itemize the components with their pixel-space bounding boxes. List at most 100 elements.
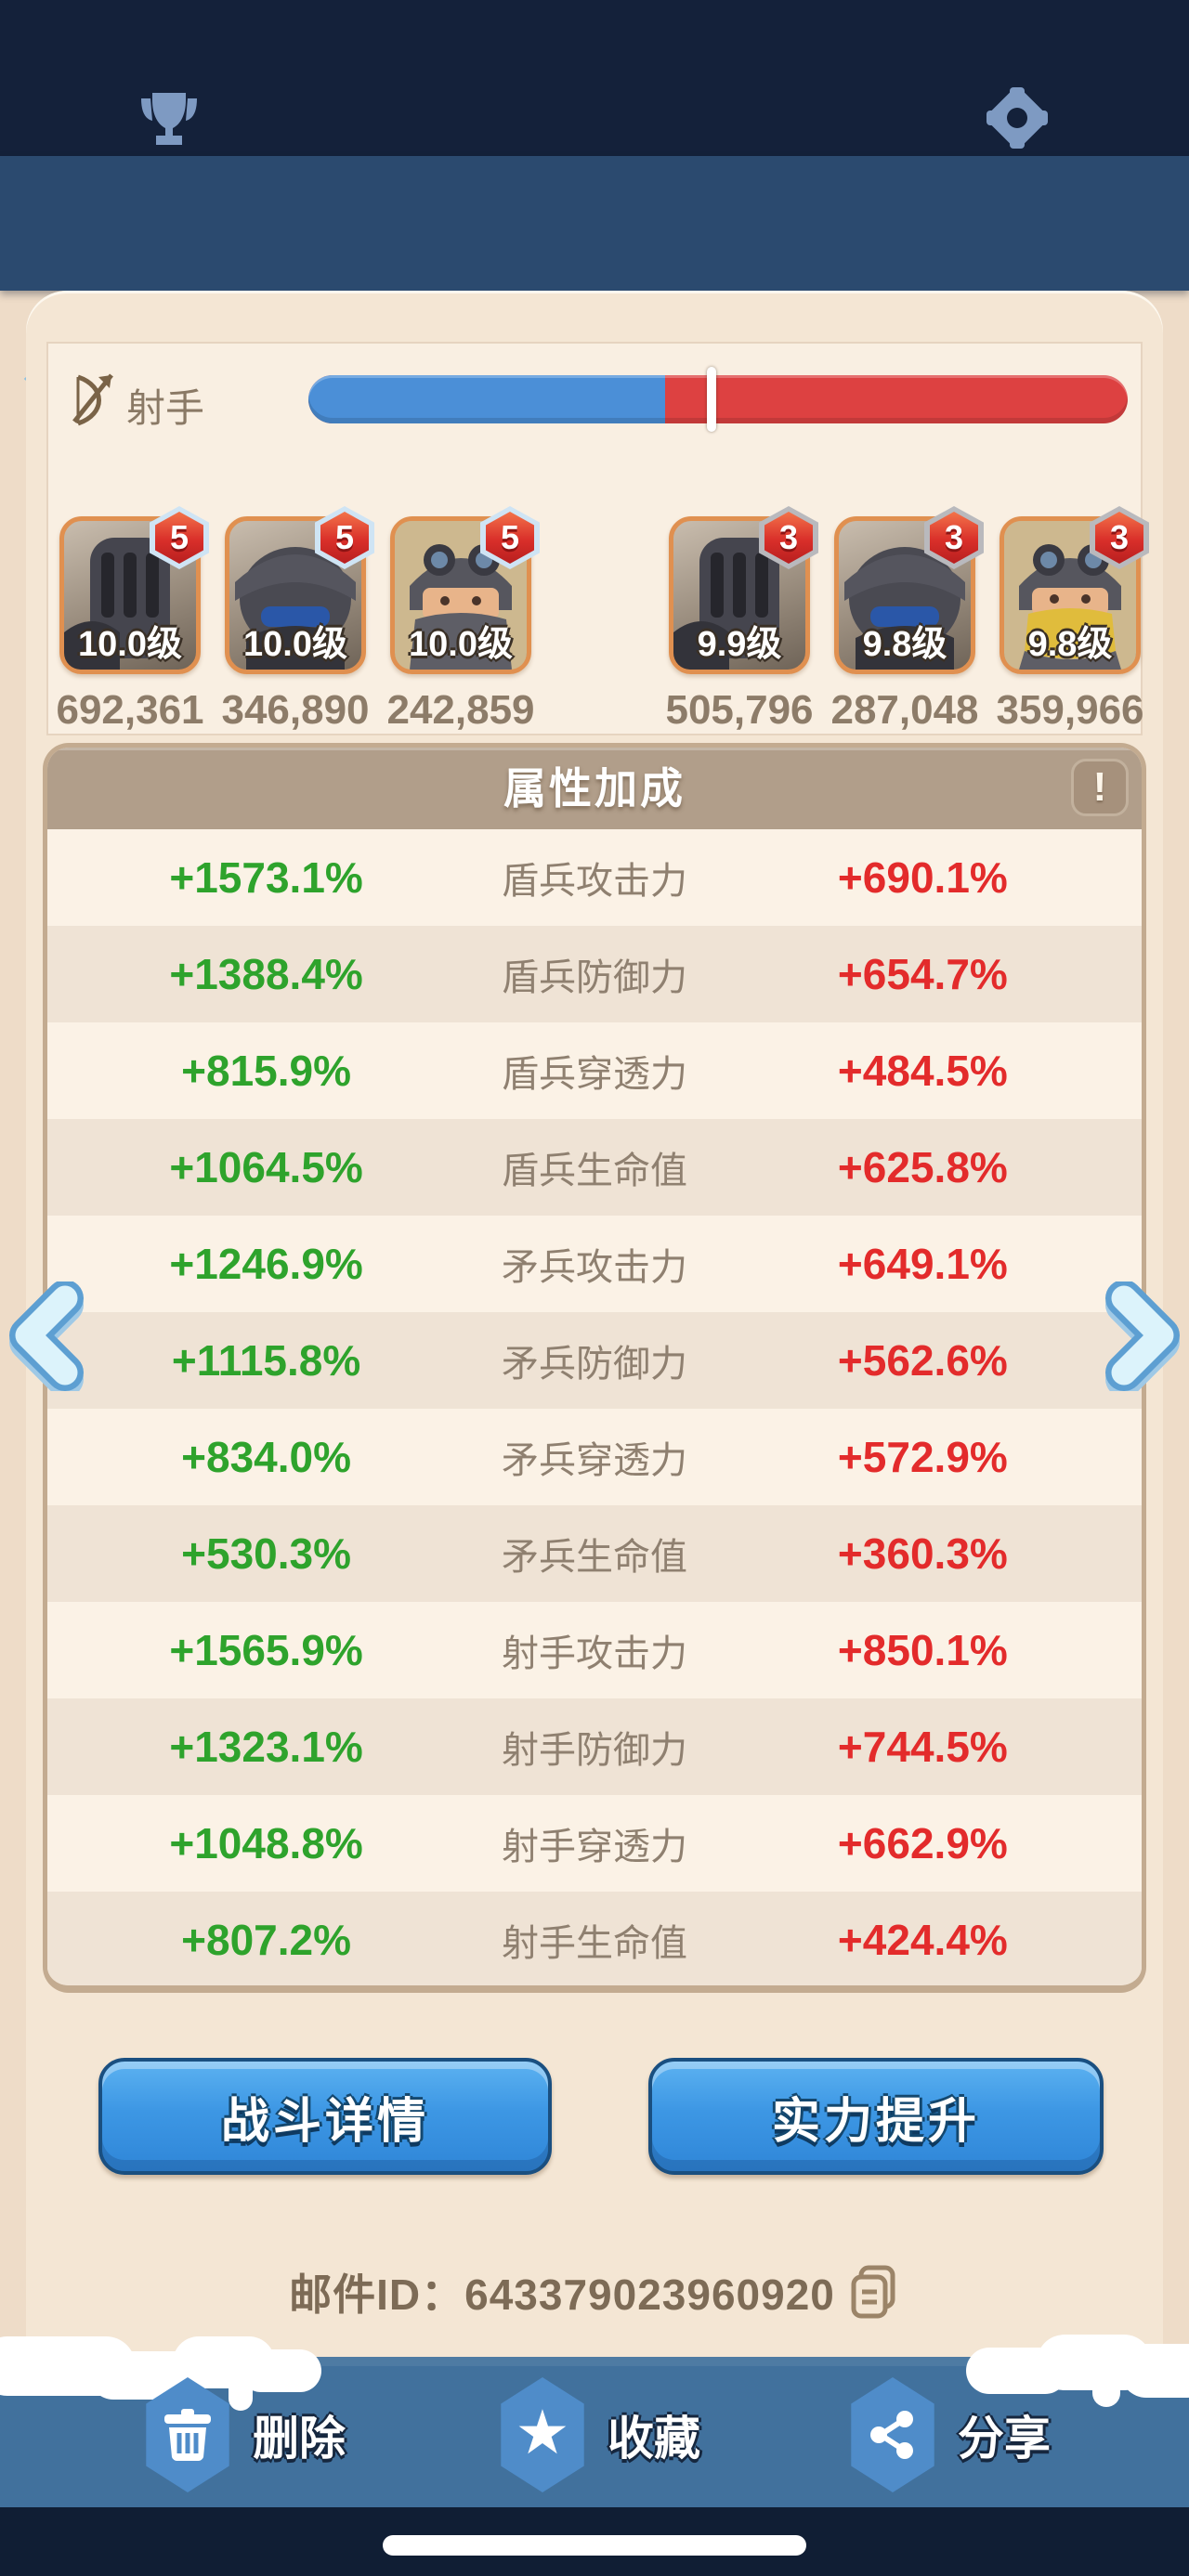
attribute-label: 射手生命值 [501,1923,687,1964]
gear-icon[interactable] [985,85,1050,150]
attribute-label: 矛兵生命值 [501,1537,687,1578]
battle-summary-card: 射手 5 10.0级 5 10.0级 [46,342,1149,735]
unit-card[interactable]: 3 9.8级 [834,506,984,674]
right-bonus-value: +562.6% [837,1336,1008,1385]
right-bonus-value: +572.9% [837,1433,1008,1481]
battle-detail-button[interactable]: 战斗详情 [98,2058,552,2175]
unit-card[interactable]: 5 10.0级 [59,506,209,674]
left-bonus-value: +1573.1% [169,853,363,902]
table-row: +530.3% 矛兵生命值 +360.3% [47,1505,1142,1602]
unit-type-label: 射手 [126,386,205,430]
left-bonus-value: +815.9% [181,1047,352,1095]
attribute-label: 射手穿透力 [501,1827,687,1867]
copy-icon[interactable] [848,2264,900,2320]
power-up-button[interactable]: 实力提升 [648,2058,1104,2175]
left-bonus-value: +1048.8% [169,1819,363,1867]
info-button[interactable]: ! [1071,759,1129,816]
favorite-button[interactable]: ★ 收藏 [494,2377,700,2492]
right-bonus-value: +649.1% [837,1240,1008,1288]
right-bonus-value: +690.1% [837,853,1008,902]
right-bonus-value: +744.5% [837,1723,1008,1771]
unit-card[interactable]: 5 10.0级 [225,506,374,674]
chevron-left-icon[interactable] [7,1281,84,1391]
attribute-label: 射手攻击力 [501,1633,687,1674]
attribute-label: 盾兵生命值 [501,1151,687,1191]
unit-level: 9.8级 [862,625,947,664]
power-up-button-label: 实力提升 [771,2094,980,2149]
left-bonus-value: +530.3% [181,1529,352,1578]
home-indicator[interactable] [383,2535,806,2556]
unit-power: 287,048 [830,687,979,733]
bow-icon [72,373,113,426]
mail-id-text: 邮件ID：643379023960920 [289,2270,835,2319]
power-bar-marker [706,367,716,432]
left-bonus-value: +1388.4% [169,950,363,998]
unit-power: 692,361 [56,687,204,733]
unit-level: 10.0级 [409,625,513,664]
attribute-table-header: 属性加成 ! [47,748,1142,829]
chevron-right-icon[interactable] [1105,1281,1182,1391]
right-bonus-value: +484.5% [837,1047,1008,1095]
shield-knight-avatar [64,538,170,670]
right-bonus-value: +662.9% [837,1819,1008,1867]
left-bonus-value: +1064.5% [169,1143,363,1191]
table-row: +1573.1% 盾兵攻击力 +690.1% [47,829,1142,926]
battle-power-bar [308,367,1128,432]
attribute-bonus-table: 属性加成 ! +1573.1% 盾兵攻击力 +690.1% +1388.4% 盾… [43,743,1146,1993]
unit-card[interactable]: 5 10.0级 [390,506,540,674]
attribute-label: 矛兵攻击力 [501,1247,687,1288]
table-row: +834.0% 矛兵穿透力 +572.9% [47,1409,1142,1505]
left-bonus-value: +834.0% [181,1433,352,1481]
table-row: +1048.8% 射手穿透力 +662.9% [47,1795,1142,1892]
star-icon: ★ [515,2397,570,2468]
archer-avatar [1004,521,1136,670]
snow-decoration [1092,2366,1120,2407]
unit-card[interactable]: 3 9.9级 [669,506,818,674]
table-row: +1064.5% 盾兵生命值 +625.8% [47,1119,1142,1216]
top-status-bar [0,0,1189,156]
share-label: 分享 [958,2413,1051,2465]
unit-power: 505,796 [665,687,814,733]
favorite-label: 收藏 [608,2413,700,2465]
unit-card[interactable]: 3 9.8级 [1000,506,1149,674]
table-row: +1246.9% 矛兵攻击力 +649.1% [47,1216,1142,1312]
unit-level: 10.0级 [78,625,182,664]
table-row: +1565.9% 射手攻击力 +850.1% [47,1602,1142,1698]
mail-id-row: 邮件ID：643379023960920 [0,2262,1189,2322]
delete-label: 删除 [253,2413,346,2465]
attribute-label: 盾兵防御力 [501,957,687,998]
shield-knight-avatar [673,538,779,670]
unit-level: 9.9级 [697,625,782,664]
right-bonus-value: +850.1% [837,1626,1008,1674]
right-bonus-value: +654.7% [837,950,1008,998]
table-row: +1115.8% 矛兵防御力 +562.6% [47,1312,1142,1409]
table-row: +815.9% 盾兵穿透力 +484.5% [47,1022,1142,1119]
share-button[interactable]: 分享 [844,2377,1051,2492]
power-bar-blue-segment [308,375,665,423]
share-icon [870,2411,913,2459]
info-button-label: ! [1092,764,1107,810]
right-bonus-value: +625.8% [837,1143,1008,1191]
snow-decoration [229,2377,253,2411]
left-bonus-value: +1115.8% [171,1336,361,1385]
header-bar: 邮件 [0,156,1189,429]
trash-icon [164,2409,211,2461]
left-bonus-value: +1565.9% [169,1626,363,1674]
left-bonus-value: +1323.1% [169,1723,363,1771]
spear-soldier-avatar [844,547,965,670]
right-bonus-value: +424.4% [837,1916,1008,1964]
snow-decoration [240,2349,321,2392]
unit-power: 359,966 [996,687,1144,733]
trophy-icon[interactable] [137,89,201,149]
table-row: +1388.4% 盾兵防御力 +654.7% [47,926,1142,1022]
unit-level: 9.8级 [1027,625,1113,664]
attribute-label: 矛兵穿透力 [501,1440,687,1481]
share-shield [851,2377,934,2492]
attribute-label: 矛兵防御力 [501,1344,687,1385]
favorite-shield: ★ [501,2377,584,2492]
table-row: +1323.1% 射手防御力 +744.5% [47,1698,1142,1795]
delete-button[interactable]: 删除 [139,2377,346,2492]
left-bonus-value: +1246.9% [169,1240,363,1288]
unit-power: 346,890 [221,687,370,733]
attribute-label: 盾兵攻击力 [501,861,687,902]
